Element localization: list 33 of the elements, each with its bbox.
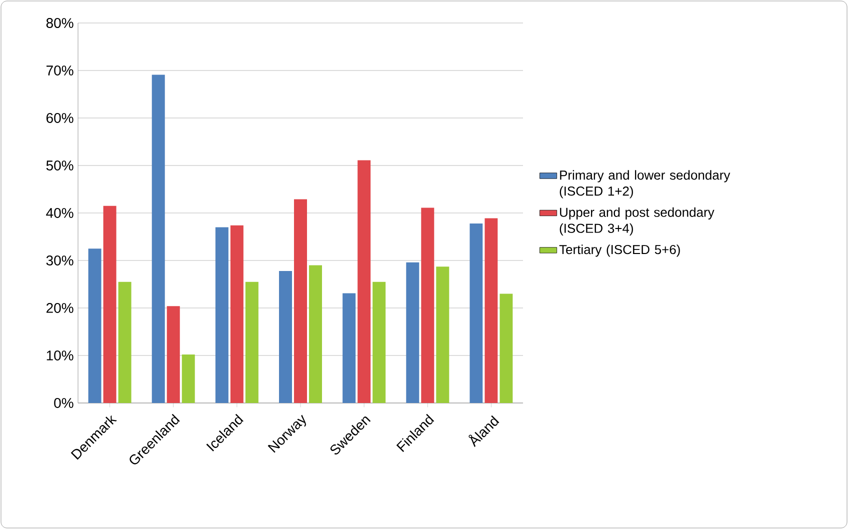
bar [294,199,308,403]
y-tick-label: 0% [54,398,74,408]
bar [152,74,165,403]
bar [279,270,292,403]
bar [436,266,450,403]
bar [470,223,483,403]
bar [358,160,371,403]
y-tick-label: 30% [46,256,74,266]
bar [500,294,513,403]
bar [406,262,420,403]
bar [88,248,102,403]
y-tick-label: 60% [46,113,74,123]
bar [245,282,258,403]
bar [421,208,434,403]
bar [182,354,195,403]
legend-label: Primary and lower sedondary (ISCED 1+2) [560,170,730,198]
y-tick-label: 10% [46,350,74,360]
y-tick-label: 70% [46,66,74,76]
y-tick-label: 40% [46,208,74,218]
bar [372,282,386,403]
y-tick-label: 50% [46,160,74,170]
legend-label: Upper and post sedondary (ISCED 3+4) [560,207,714,236]
bar [342,293,356,403]
bar [118,282,132,403]
bar [166,306,180,403]
legend-label: Tertiary (ISCED 5+6) [559,244,680,257]
bar [309,265,322,403]
bar [103,206,116,403]
y-tick-label: 20% [46,303,74,313]
bar [484,218,498,403]
bar [215,227,228,403]
bar [230,225,244,403]
y-tick-label: 80% [46,18,74,28]
